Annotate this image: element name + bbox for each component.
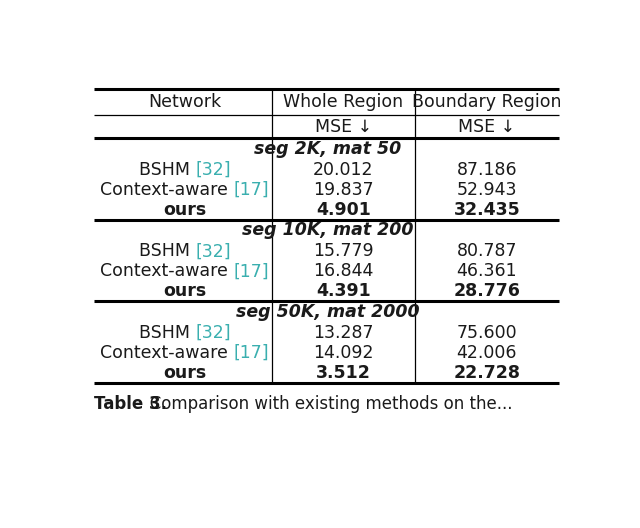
Text: Context-aware: Context-aware: [100, 344, 234, 362]
Text: seg 50K, mat 2000: seg 50K, mat 2000: [236, 303, 420, 321]
Text: Boundary Region: Boundary Region: [412, 93, 562, 111]
Text: 4.901: 4.901: [316, 201, 371, 219]
Text: 42.006: 42.006: [456, 344, 517, 362]
Text: 4.391: 4.391: [316, 282, 371, 300]
Text: 20.012: 20.012: [313, 161, 374, 178]
Text: 19.837: 19.837: [313, 181, 374, 199]
Text: Table 3.: Table 3.: [94, 395, 167, 413]
Text: 87.186: 87.186: [456, 161, 517, 178]
Text: [17]: [17]: [234, 181, 269, 199]
Text: 15.779: 15.779: [313, 242, 374, 260]
Text: [17]: [17]: [234, 344, 269, 362]
Text: seg 10K, mat 200: seg 10K, mat 200: [243, 221, 413, 240]
Text: ours: ours: [163, 364, 206, 382]
Text: Context-aware: Context-aware: [100, 181, 234, 199]
Text: Network: Network: [148, 93, 221, 111]
Text: 14.092: 14.092: [313, 344, 374, 362]
Text: 16.844: 16.844: [314, 262, 374, 280]
Text: seg 2K, mat 50: seg 2K, mat 50: [254, 140, 402, 158]
Text: 22.728: 22.728: [453, 364, 520, 382]
Text: 3.512: 3.512: [316, 364, 371, 382]
Text: 52.943: 52.943: [456, 181, 517, 199]
Text: 46.361: 46.361: [456, 262, 517, 280]
Text: 13.287: 13.287: [313, 324, 374, 342]
Text: Context-aware: Context-aware: [100, 262, 234, 280]
Text: [17]: [17]: [234, 262, 269, 280]
Text: [32]: [32]: [195, 161, 230, 178]
Text: BSHM: BSHM: [139, 242, 195, 260]
Text: 80.787: 80.787: [456, 242, 517, 260]
Text: ours: ours: [163, 201, 206, 219]
Text: 28.776: 28.776: [453, 282, 520, 300]
Text: 32.435: 32.435: [454, 201, 520, 219]
Text: 75.600: 75.600: [456, 324, 517, 342]
Text: Whole Region: Whole Region: [284, 93, 404, 111]
Text: [32]: [32]: [195, 242, 230, 260]
Text: MSE ↓: MSE ↓: [315, 118, 372, 136]
Text: BSHM: BSHM: [139, 161, 195, 178]
Text: ours: ours: [163, 282, 206, 300]
Text: [32]: [32]: [195, 324, 230, 342]
Text: MSE ↓: MSE ↓: [458, 118, 515, 136]
Text: BSHM: BSHM: [139, 324, 195, 342]
Text: Comparison with existing methods on the...: Comparison with existing methods on the.…: [134, 395, 513, 413]
